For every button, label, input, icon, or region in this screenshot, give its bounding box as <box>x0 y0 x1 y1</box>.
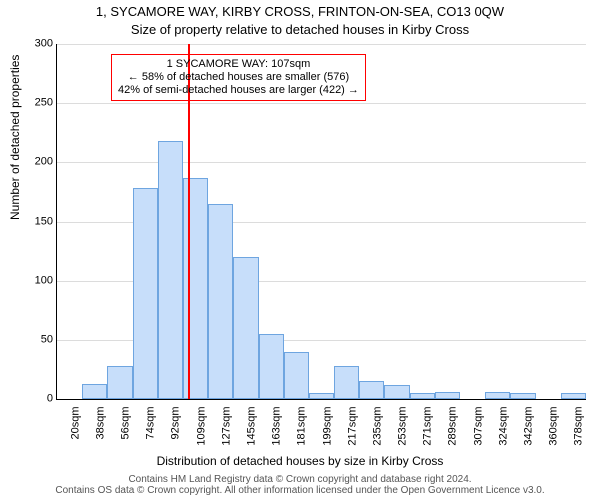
y-tick-label: 100 <box>23 275 53 286</box>
x-tick-label: 163sqm <box>272 407 283 446</box>
x-axis-label: Distribution of detached houses by size … <box>0 454 600 468</box>
bar <box>259 334 284 399</box>
x-tick-label: 378sqm <box>574 407 585 446</box>
title-main: 1, SYCAMORE WAY, KIRBY CROSS, FRINTON-ON… <box>0 4 600 19</box>
bar <box>107 366 132 399</box>
annotation-line: 42% of semi-detached houses are larger (… <box>118 84 359 97</box>
x-tick-label: 342sqm <box>524 407 535 446</box>
x-tick-label: 20sqm <box>70 407 81 440</box>
x-tick-label: 145sqm <box>246 407 257 446</box>
bar <box>410 393 435 399</box>
x-tick-label: 271sqm <box>423 407 434 446</box>
bar <box>435 392 460 399</box>
bar <box>233 257 258 399</box>
x-tick-label: 56sqm <box>120 407 131 440</box>
x-tick-label: 235sqm <box>372 407 383 446</box>
bar <box>183 178 208 399</box>
annotation-line: 1 SYCAMORE WAY: 107sqm <box>118 58 359 71</box>
y-tick-label: 50 <box>23 334 53 345</box>
bar <box>561 393 586 399</box>
x-tick-label: 181sqm <box>297 407 308 446</box>
grid-line <box>57 162 586 163</box>
y-axis-label: Number of detached properties <box>8 55 22 220</box>
grid-line <box>57 44 586 45</box>
x-tick-label: 217sqm <box>347 407 358 446</box>
bar <box>384 385 409 399</box>
x-tick-label: 199sqm <box>322 407 333 446</box>
title-sub: Size of property relative to detached ho… <box>0 22 600 37</box>
x-tick-label: 253sqm <box>398 407 409 446</box>
x-tick-label: 74sqm <box>146 407 157 440</box>
bar <box>485 392 510 399</box>
bar <box>208 204 233 399</box>
y-tick-label: 250 <box>23 98 53 109</box>
x-tick-label: 109sqm <box>196 407 207 446</box>
bar <box>334 366 359 399</box>
annotation-box: 1 SYCAMORE WAY: 107sqm← 58% of detached … <box>111 54 366 101</box>
y-tick-label: 150 <box>23 216 53 227</box>
bar <box>284 352 309 399</box>
footer-credits: Contains HM Land Registry data © Crown c… <box>0 474 600 496</box>
x-tick-label: 360sqm <box>549 407 560 446</box>
grid-line <box>57 103 586 104</box>
x-tick-label: 38sqm <box>95 407 106 440</box>
footer-line-1: Contains HM Land Registry data © Crown c… <box>0 474 600 485</box>
y-tick-label: 200 <box>23 157 53 168</box>
bar <box>158 141 183 399</box>
x-tick-label: 92sqm <box>171 407 182 440</box>
y-tick-label: 0 <box>23 394 53 405</box>
x-tick-label: 127sqm <box>221 407 232 446</box>
bar <box>510 393 535 399</box>
x-tick-label: 324sqm <box>498 407 509 446</box>
x-tick-label: 307sqm <box>473 407 484 446</box>
annotation-line: ← 58% of detached houses are smaller (57… <box>118 71 359 84</box>
plot-area: 05010015020025030020sqm38sqm56sqm74sqm92… <box>56 44 586 400</box>
chart-root: 1, SYCAMORE WAY, KIRBY CROSS, FRINTON-ON… <box>0 0 600 500</box>
bar <box>309 393 334 399</box>
x-tick-label: 289sqm <box>448 407 459 446</box>
bar <box>133 188 158 399</box>
bar <box>359 381 384 399</box>
footer-line-2: Contains OS data © Crown copyright. All … <box>0 485 600 496</box>
bar <box>82 384 107 399</box>
y-tick-label: 300 <box>23 39 53 50</box>
